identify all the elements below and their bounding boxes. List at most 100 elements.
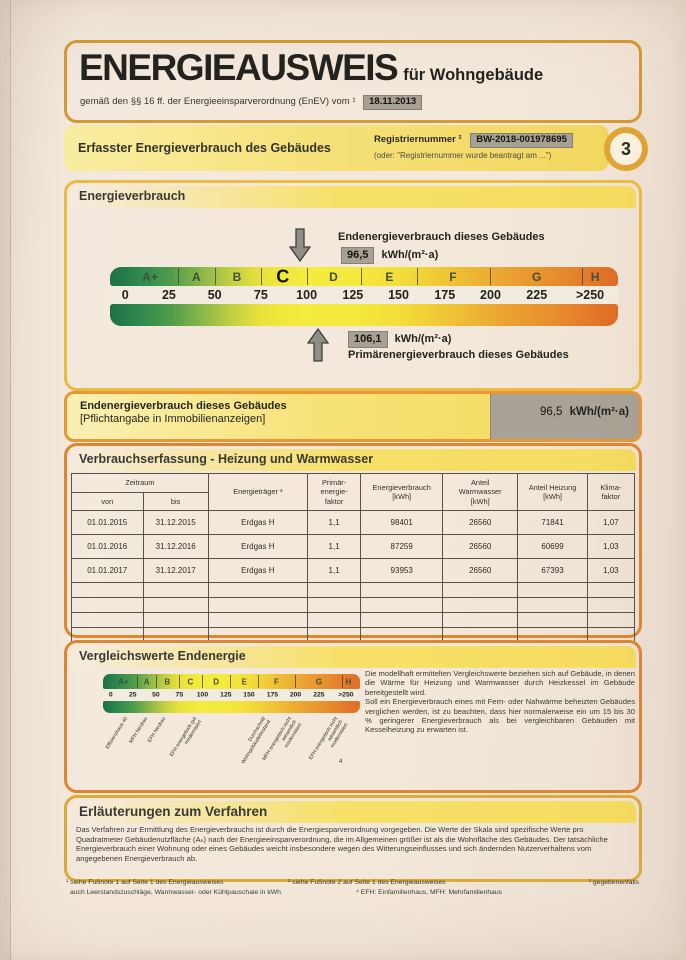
consumption-cell: 87259 [360,534,443,559]
scale-tick-125: 125 [220,691,232,699]
empty-cell [441,612,519,628]
consumption-cell: 01.01.2017 [71,558,144,583]
registration-number-row: Registriernummer ² BW-2018-001978695 [374,133,573,148]
consumption-cell: Erdgas H [207,534,308,559]
empty-cell [441,597,519,613]
primary-energy-label: Primärenergieverbrauch dieses Gebäudes [348,349,569,361]
end-energy-bar-label: Endenergieverbrauch dieses Gebäudes [80,400,287,412]
consumption-cell: 71841 [517,510,588,535]
scale-class-b: B [232,269,242,284]
empty-cell [71,597,144,613]
registration-number-value: BW-2018-001978695 [470,133,573,148]
scale-class-g: G [315,677,322,686]
scale-tick-125: 125 [342,288,364,302]
col-header-anteil-warmwasser: Anteil Warmwasser [kWh] [441,473,519,511]
comparison-scale: A+ A B C D E F G H 0 25 50 75 100 125 150 175 200 225 >250 [103,674,360,713]
scale-tick-gt250: >250 [338,691,354,699]
empty-cell [360,582,443,598]
consumption-cell: 93953 [360,558,443,583]
consumption-cell: 01.01.2016 [71,534,144,559]
section-title-erlaeuterungen: Erläuterungen zum Verfahren [79,804,268,819]
scale-divider [342,675,343,688]
primary-energy-arrow [307,327,330,367]
empty-cell [71,582,144,598]
end-energy-value: 96,5 [341,247,375,264]
scale-bottom-band [103,701,360,713]
empty-cell [586,612,636,628]
comparison-markers: Effizienzhaus 40 MFH Neubau EFH Neubau EFH … [103,714,360,782]
comparison-paragraph: Die modellhaft ermittelten Vergleichswer… [365,669,635,697]
footnote-3-continued: auch Leerstandszuschläge, Warmwasser- od… [70,888,281,896]
scale-letters-band: A+ A B C D E F G H [110,266,618,286]
consumption-cell: Erdgas H [207,558,308,583]
footnote-3: ³ gegebenenfalls [588,879,639,886]
empty-cell [306,612,362,628]
scale-class-f: F [449,269,457,284]
registration-number-label: Registriernummer ² [374,134,462,145]
scale-divider [416,268,418,285]
scale-divider [155,675,157,688]
section-title-energieverbrauch: Energieverbrauch [79,189,186,203]
empty-cell [517,582,588,598]
scale-divider [178,268,180,285]
consumption-table-box: Verbrauchserfassung - Heizung und Warmwa… [64,443,642,643]
scale-tick-0: 0 [108,691,113,699]
empty-cell [142,582,209,598]
section-title-erfasster-energieverbrauch: Erfasster Energieverbrauch des Gebäudes [78,141,331,155]
empty-row [71,612,636,628]
comparison-paragraph: Soll ein Energieverbrauch eines mit Fern… [365,697,635,735]
comparison-text: Die modellhaft ermittelten Vergleichswer… [365,669,635,735]
scale-class-b: B [164,677,171,686]
empty-cell [71,612,144,628]
empty-cell [207,597,308,613]
energy-consumption-box: Energieverbrauch [64,180,642,391]
scale-tick-50: 50 [152,691,160,699]
scale-bottom-band [110,304,618,326]
explanation-text: Das Verfahren zur Ermittlung des Energie… [76,825,608,864]
scale-class-d: D [329,269,338,284]
scale-tick-25: 25 [161,288,176,302]
scale-divider [137,675,139,688]
scale-ticks-band: 0 25 50 75 100 125 150 175 200 225 >250 [103,689,360,701]
primary-energy-value: 106,1 [348,331,388,348]
end-energy-bar-value: 96,5 [539,406,563,418]
consumption-cell: 26560 [441,534,519,559]
scale-tick-150: 150 [388,288,409,302]
end-energy-bar-unit: kWh/(m²·a) [569,406,629,418]
end-energy-bar-value-panel: 96,5 kWh/(m²·a) [490,394,639,439]
empty-cell [517,612,588,628]
scale-divider [258,675,260,688]
scale-class-c: C [276,266,290,286]
subtitle: gemäß den §§ 16 ff. der Energieeinsparve… [80,95,423,110]
consumption-cell: 31.12.2015 [142,510,209,535]
col-header-primaerenergiefaktor: Primär- energie- faktor [306,473,362,511]
scale-tick-200: 200 [480,288,501,302]
scale-tick-25: 25 [129,691,137,699]
comparison-marker-label: EFH energetisch gut modernisiert [168,716,204,758]
energy-scale-canvas: Endenergieverbrauch dieses Gebäudes 96,5… [110,200,618,385]
scale-tick-0: 0 [121,288,129,302]
footnote-4: ⁴ EFH: Einfamilienhaus, MFH: Mehrfamilie… [356,888,503,896]
enev-date-chip: 18.11.2013 [363,95,423,110]
title-text: ENERGIEAUSWEIS [79,47,399,88]
consumption-cell: 1,1 [306,558,362,583]
scale-tick-200: 200 [289,691,302,699]
scale-class-e: E [241,677,248,686]
scale-tick-225: 225 [313,691,325,699]
empty-cell [142,597,209,613]
subtitle-text: gemäß den §§ 16 ff. der Energieeinsparve… [80,96,356,107]
explanation-box: Erläuterungen zum Verfahren Das Verfahre… [64,795,642,882]
section-title-vergleichswerte: Vergleichswerte Endenergie [79,649,246,663]
consumption-cell: 1,03 [586,534,636,559]
end-energy-arrow [288,228,312,267]
empty-cell [441,582,519,598]
scale-class-a: A [192,269,201,284]
section-header-band [70,186,636,208]
scale-class-g: G [532,269,542,284]
footnote-2: ² siehe Fußnote 2 auf Seite 1 des Energi… [288,879,446,886]
registration-number-note: (oder: "Registriernummer wurde beantragt… [374,151,552,160]
consumption-table: Zeitraum Energieträger ³ Primär- energie… [71,473,636,643]
scale-class-e: E [385,269,394,284]
consumption-row: 01.01.2015 31.12.2015 Erdgas H 1,1 98401 2656… [71,510,636,535]
scale-letters-band: A+ A B C D E F G H [103,674,360,689]
